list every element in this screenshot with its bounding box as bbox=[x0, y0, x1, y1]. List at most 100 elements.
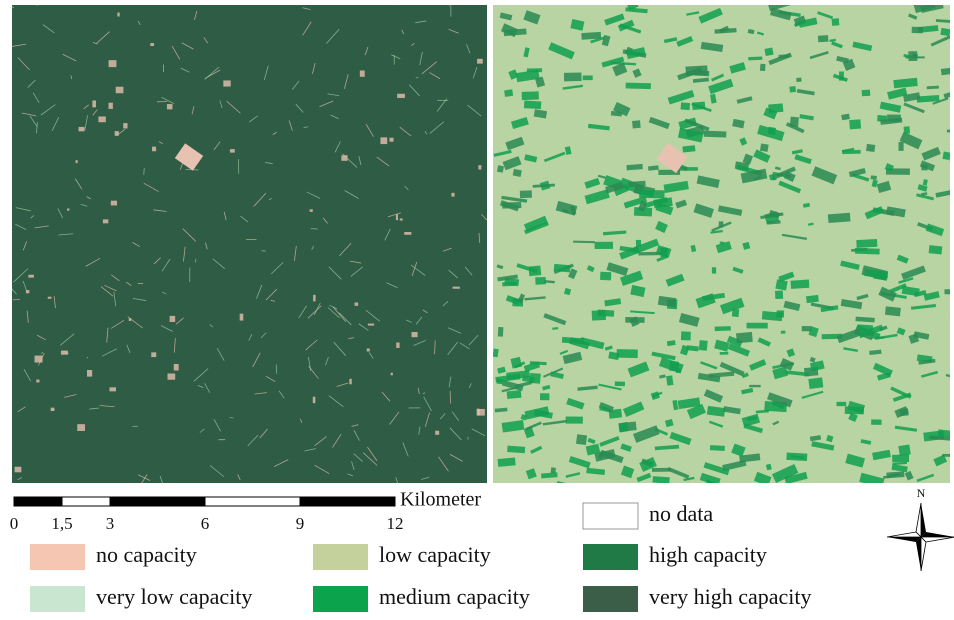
texture-patch bbox=[396, 343, 399, 348]
texture-patch bbox=[129, 318, 132, 321]
texture-patch bbox=[760, 64, 766, 71]
texture-patch bbox=[51, 408, 55, 411]
texture-patch bbox=[310, 209, 313, 212]
texture-patch bbox=[866, 144, 875, 152]
texture-patch bbox=[174, 364, 179, 371]
texture-patch bbox=[116, 87, 124, 93]
texture-patch bbox=[871, 419, 881, 425]
legend-swatch bbox=[313, 544, 368, 570]
legend-swatch bbox=[583, 586, 638, 612]
texture-patch bbox=[48, 297, 52, 299]
texture-patch bbox=[168, 374, 176, 380]
texture-patch bbox=[223, 80, 230, 86]
texture-patch bbox=[806, 295, 819, 303]
scale-label: 9 bbox=[296, 514, 305, 533]
texture-patch bbox=[498, 327, 504, 337]
texture-patch bbox=[397, 94, 405, 98]
texture-patch bbox=[566, 417, 583, 424]
legend-swatch bbox=[30, 544, 85, 570]
texture-patch bbox=[849, 119, 861, 129]
legend-label: no capacity bbox=[96, 542, 197, 567]
texture-patch bbox=[564, 73, 582, 82]
texture-patch bbox=[944, 289, 954, 294]
texture-patch bbox=[943, 152, 951, 160]
texture-patch bbox=[871, 337, 884, 339]
texture-patch bbox=[842, 150, 860, 154]
texture-patch bbox=[764, 48, 773, 57]
texture-patch bbox=[749, 385, 760, 387]
texture-patch bbox=[240, 314, 244, 321]
texture-patch bbox=[98, 116, 105, 122]
texture-patch bbox=[368, 324, 374, 326]
texture-patch bbox=[747, 323, 768, 329]
texture-patch bbox=[652, 468, 671, 472]
texture-patch bbox=[367, 348, 370, 351]
texture-patch bbox=[748, 56, 762, 60]
texture-patch bbox=[61, 351, 68, 355]
texture-patch bbox=[699, 340, 708, 351]
texture-patch bbox=[524, 101, 541, 110]
legend-swatch bbox=[30, 586, 85, 612]
texture-patch bbox=[477, 59, 483, 64]
texture-patch bbox=[828, 213, 851, 223]
texture-patch bbox=[35, 356, 43, 363]
texture-patch bbox=[600, 272, 611, 281]
texture-patch bbox=[576, 434, 587, 445]
texture-patch bbox=[76, 160, 78, 163]
texture-patch bbox=[595, 242, 613, 249]
texture-patch bbox=[507, 390, 522, 399]
texture-stroke bbox=[393, 0, 396, 5]
texture-patch bbox=[837, 402, 847, 406]
texture-patch bbox=[760, 143, 769, 151]
legend-label: low capacity bbox=[379, 542, 491, 567]
texture-patch bbox=[152, 147, 156, 152]
texture-patch bbox=[341, 155, 347, 161]
legend-label: very low capacity bbox=[96, 584, 252, 609]
legend-label: high capacity bbox=[649, 542, 767, 567]
texture-patch bbox=[682, 145, 695, 152]
texture-patch bbox=[87, 370, 92, 377]
texture-patch bbox=[694, 70, 709, 76]
legend-label: very high capacity bbox=[649, 584, 812, 609]
texture-patch bbox=[768, 127, 776, 135]
legend-swatch bbox=[583, 544, 638, 570]
texture-patch bbox=[151, 352, 156, 357]
texture-patch bbox=[790, 117, 799, 127]
texture-stroke bbox=[195, 259, 196, 262]
texture-stroke bbox=[2, 0, 14, 8]
texture-patch bbox=[477, 409, 480, 416]
texture-patch bbox=[845, 406, 864, 414]
texture-patch bbox=[885, 306, 901, 316]
texture-patch bbox=[710, 445, 725, 451]
legend-swatch bbox=[583, 503, 638, 529]
texture-patch bbox=[940, 28, 950, 36]
texture-patch bbox=[504, 89, 513, 97]
texture-patch bbox=[692, 102, 705, 110]
legend-label: medium capacity bbox=[379, 584, 530, 609]
texture-patch bbox=[79, 127, 85, 131]
texture-patch bbox=[796, 78, 801, 82]
texture-patch bbox=[313, 397, 316, 403]
texture-patch bbox=[109, 60, 117, 67]
texture-patch bbox=[775, 291, 783, 299]
texture-patch bbox=[736, 332, 753, 343]
texture-patch bbox=[669, 361, 679, 372]
texture-patch bbox=[818, 35, 829, 42]
texture-patch bbox=[681, 331, 691, 340]
texture-patch bbox=[520, 190, 532, 198]
texture-patch bbox=[540, 393, 549, 400]
texture-patch bbox=[720, 352, 729, 355]
texture-patch bbox=[855, 248, 880, 255]
scale-bar bbox=[14, 497, 395, 506]
figure: Kilometer 01,536912 N no datano capacity… bbox=[0, 0, 954, 615]
texture-patch bbox=[453, 287, 460, 289]
left-map bbox=[12, 5, 487, 483]
texture-patch bbox=[360, 70, 365, 76]
scale-label: 6 bbox=[201, 514, 210, 533]
texture-patch bbox=[950, 306, 954, 317]
texture-patch bbox=[349, 379, 351, 385]
texture-patch bbox=[117, 13, 119, 17]
texture-stroke bbox=[37, 0, 48, 6]
